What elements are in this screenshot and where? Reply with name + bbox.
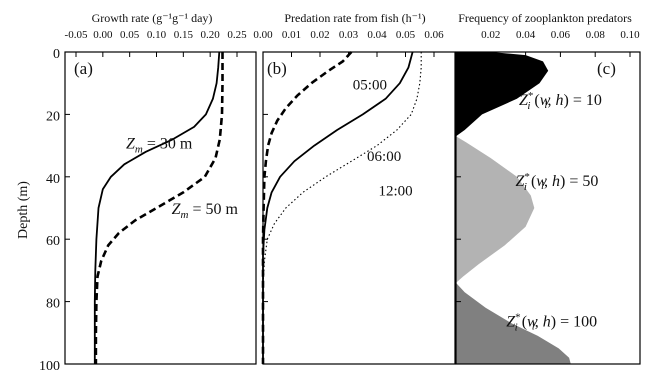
area-series-1: [456, 52, 549, 137]
panel-a: -0.05 0.00 0.05 0.10 0.15 0.20 0.25 0 20 40 60 80 10…: [39, 29, 257, 374]
series-annotation: Z* i (wi, h) = 50: [515, 171, 598, 193]
panel-c-letter: (c): [597, 59, 616, 78]
x-tick-label: 0.00: [253, 29, 273, 41]
x-tick-label: 0.01: [282, 29, 301, 41]
y-tick-label: 100: [39, 359, 60, 374]
y-axis-title: Depth (m): [16, 181, 31, 239]
series-annotation: Zm = 50 m: [172, 201, 239, 221]
x-tick-label: 0.00: [93, 29, 113, 41]
x-tick-label: 0.03: [339, 29, 359, 41]
y-tick-label: 60: [46, 234, 60, 249]
y-tick-label: 20: [46, 109, 60, 124]
panel-b-letter: (b): [267, 59, 287, 78]
series-line-solid: [262, 51, 414, 364]
x-tick-label: 0.10: [147, 29, 167, 41]
series-annotation: 12:00: [378, 184, 412, 200]
x-tick-label: 0.05: [396, 29, 416, 41]
x-tick-label: 0.15: [174, 29, 194, 41]
series-line-dashed: [261, 51, 353, 364]
x-tick-label: 0.06: [424, 29, 444, 41]
y-tick-label: 40: [46, 172, 60, 187]
series-annotation: 05:00: [353, 77, 387, 93]
x-tick-label: 0.04: [516, 29, 536, 41]
x-tick-label: 0.25: [227, 29, 247, 41]
area-series-2: [456, 136, 535, 283]
panel-a-title: Growth rate (g⁻¹g⁻¹ day): [92, 11, 213, 25]
series-line-dashed: [94, 52, 224, 364]
series-annotation: Z* i (wi, h) = 10: [519, 90, 602, 112]
series-annotation: Z* i (wi, h) = 100: [506, 312, 597, 334]
y-tick-label: 80: [46, 297, 60, 312]
x-tick-label: -0.05: [65, 29, 88, 41]
plot-frame: [262, 51, 456, 365]
x-tick-label: 0.08: [586, 29, 606, 41]
series-line-dotted: [262, 52, 422, 364]
series-line-solid: [93, 51, 221, 364]
x-tick-label: 0.02: [310, 29, 329, 41]
panel-c: 0.02 0.04 0.06 0.08 0.10 Z* i (wi, h) = 10 Z* i …: [455, 29, 641, 365]
x-tick-label: 0.02: [481, 29, 500, 41]
panel-b-title: Predation rate from fish (h⁻¹): [284, 11, 425, 25]
area-series-3: [456, 282, 571, 364]
plot-frame: [455, 51, 641, 365]
x-tick-label: 0.04: [367, 29, 387, 41]
series-annotation: 06:00: [367, 149, 401, 165]
y-tick-label: 0: [53, 47, 60, 62]
panel-b: 0.00 0.01 0.02 0.03 0.04 0.05 0.06 05:00 06:00 12…: [253, 29, 456, 365]
plot-frame: [64, 51, 257, 365]
panel-c-title: Frequency of zooplankton predators: [458, 11, 632, 25]
series-annotation: Zm = 30 m: [126, 136, 193, 156]
x-tick-label: 0.06: [551, 29, 571, 41]
panel-a-letter: (a): [74, 59, 93, 78]
x-tick-label: 0.05: [120, 29, 140, 41]
x-tick-label: 0.10: [620, 29, 640, 41]
x-tick-label: 0.20: [201, 29, 221, 41]
